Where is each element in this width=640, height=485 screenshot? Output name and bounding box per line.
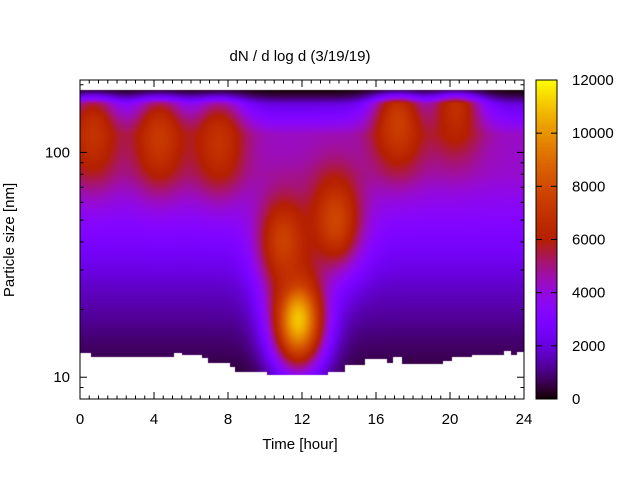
y-axis-label: Particle size [nm]	[1, 183, 18, 297]
colorbar-tick-label: 0	[572, 391, 580, 408]
x-axis-label: Time [hour]	[262, 436, 337, 453]
heatmap-layer	[80, 80, 524, 399]
heatmap-image	[80, 80, 524, 399]
colorbar-tick-label: 12000	[572, 72, 614, 89]
colorbar-tick-label: 8000	[572, 178, 605, 195]
y-tick-label: 10	[53, 369, 70, 386]
colorbar-tick-label: 4000	[572, 285, 605, 302]
colorbar-tick-label: 10000	[572, 125, 614, 142]
colorbar-tick-label: 6000	[572, 232, 605, 249]
chart-title: dN / d log d (3/19/19)	[230, 48, 371, 65]
x-tick-label: 24	[516, 411, 533, 428]
x-tick-label: 12	[294, 411, 311, 428]
x-tick-label: 16	[368, 411, 385, 428]
y-tick-label: 100	[45, 144, 70, 161]
x-tick-label: 4	[150, 411, 158, 428]
colorbar-gradient	[536, 80, 557, 399]
x-tick-label: 0	[76, 411, 84, 428]
colorbar-tick-label: 2000	[572, 338, 605, 355]
x-tick-label: 8	[224, 411, 232, 428]
colorbar-layer: 0 2000 4000 6000 8000 10000 12000	[535, 72, 614, 408]
x-tick-label: 20	[442, 411, 459, 428]
axes-layer: 0 4 8 12 16 20 24 10 100	[45, 79, 533, 428]
